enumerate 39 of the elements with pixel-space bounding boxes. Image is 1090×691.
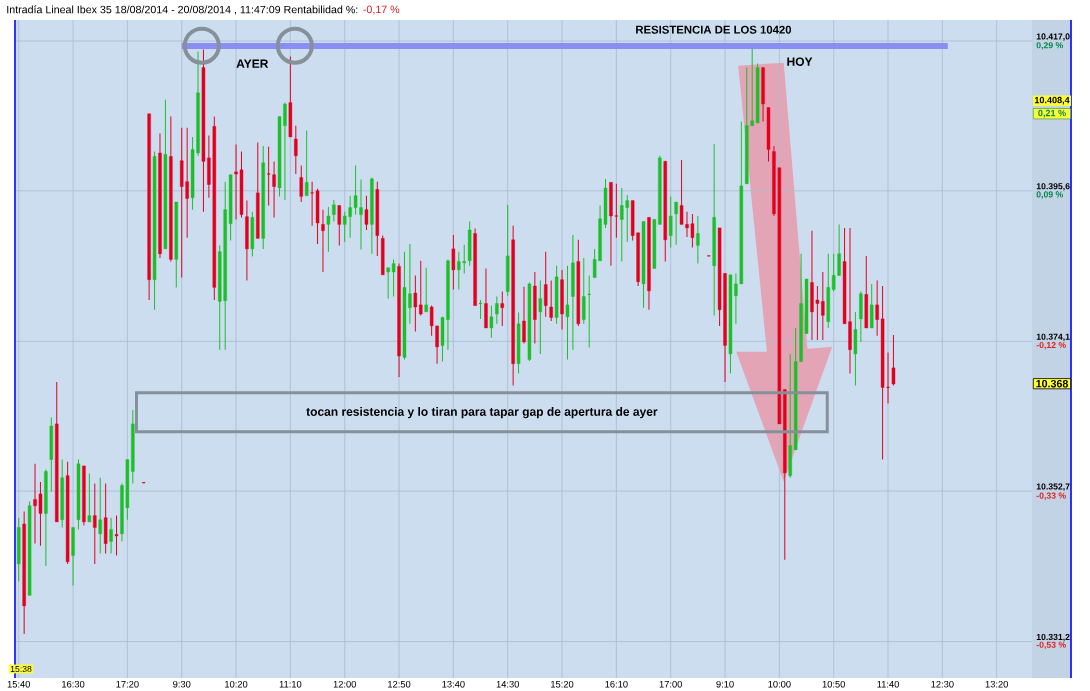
- x-tick-label: 13:40: [442, 680, 465, 688]
- y2-tick-label: 0,09 %: [1036, 191, 1063, 199]
- annotation: 15:38: [10, 665, 32, 673]
- x-tick-label: 9:10: [716, 680, 734, 688]
- x-tick-label: 10:50: [822, 680, 846, 688]
- x-tick-label: 17:00: [659, 680, 683, 688]
- y-tick-label: 10.352,7: [1036, 483, 1070, 491]
- x-tick-label: 15:40: [7, 680, 31, 688]
- annotation: HOY: [787, 57, 813, 66]
- text: 10.368: [1036, 379, 1068, 388]
- x-tick-label: 11:40: [877, 680, 899, 688]
- x-tick-label: 10:20: [225, 680, 248, 688]
- x-tick-label: 17:20: [116, 680, 139, 688]
- x-tick-label: 12:30: [931, 680, 954, 688]
- x-tick-label: 16:10: [605, 680, 628, 688]
- y-tick-label: 10.417,0: [1036, 33, 1070, 41]
- x-tick-label: 11:10: [279, 680, 302, 688]
- y-tick-label: 10.331,2: [1036, 633, 1070, 642]
- x-tick-label: 13:20: [985, 680, 1008, 688]
- chart-subtitle: -0,17 %: [363, 5, 400, 15]
- y2-tick-label: -0,12 %: [1036, 341, 1066, 350]
- x-tick-label: 15:20: [551, 680, 574, 688]
- x-tick-label: 12:50: [388, 680, 411, 688]
- y2-tick-label: 0,29 %: [1036, 42, 1063, 50]
- annotation: tocan resistencia y lo tiran para tapar gap de apertura de ayer: [306, 407, 658, 419]
- x-tick-label: 10:00: [768, 680, 791, 688]
- y2-tick-label: -0,33 %: [1036, 492, 1066, 500]
- series-label: RESISTENCIA DE LOS 10420: [636, 25, 792, 34]
- x-tick-label: 14:30: [496, 680, 520, 688]
- x-tick-label: 16:30: [62, 680, 85, 688]
- y2-tick-label: -0,53 %: [1036, 641, 1066, 650]
- x-tick-label: 12:00: [333, 680, 357, 688]
- text: 10.408,4: [1034, 96, 1070, 105]
- y-tick-label: 10.395,6: [1036, 183, 1070, 191]
- text: 0,21 %: [1038, 109, 1066, 118]
- x-tick-label: 9:30: [173, 680, 191, 688]
- chart-title: Intradía Lineal Ibex 35 18/08/2014 - 20/08/2014 , 11:47:09 Rentabilidad %:: [7, 5, 358, 15]
- y-tick-label: 10.374,1: [1036, 333, 1070, 342]
- annotation: AYER: [236, 59, 269, 68]
